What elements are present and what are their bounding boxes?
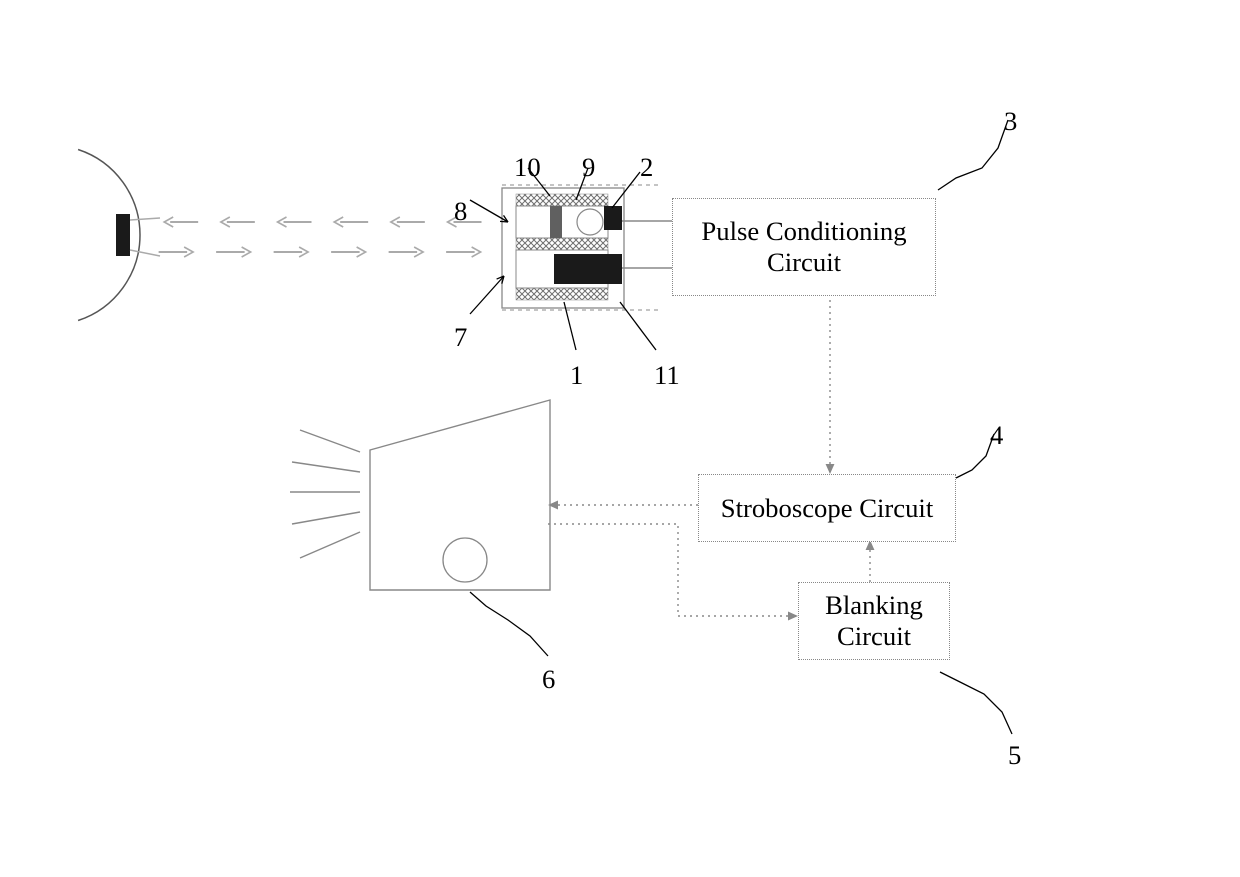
pulse-conditioning-box: Pulse Conditioning Circuit xyxy=(672,198,936,296)
ref-label-2: 2 xyxy=(640,152,653,183)
ref-label-4: 4 xyxy=(990,420,1003,451)
leader-4 xyxy=(956,434,994,478)
leader-11 xyxy=(620,302,656,350)
projector-icon xyxy=(290,400,550,590)
blanking-box: Blanking Circuit xyxy=(798,582,950,660)
ref-label-11: 11 xyxy=(654,360,680,391)
ref-label-6: 6 xyxy=(542,664,555,695)
optical-module xyxy=(502,185,660,310)
leader-6 xyxy=(470,592,548,656)
ref-label-3: 3 xyxy=(1004,106,1017,137)
target-region xyxy=(78,150,140,321)
leader-2 xyxy=(612,172,640,208)
ref-label-8: 8 xyxy=(454,196,467,227)
stroboscope-box: Stroboscope Circuit xyxy=(698,474,956,542)
pulse-conditioning-label: Pulse Conditioning Circuit xyxy=(701,216,906,278)
leader-7 xyxy=(470,276,504,314)
ref-label-7: 7 xyxy=(454,322,467,353)
leader-5 xyxy=(940,672,1012,734)
leader-1 xyxy=(564,302,576,350)
diagram-svg xyxy=(0,0,1240,877)
ref-label-1: 1 xyxy=(570,360,583,391)
stroboscope-label: Stroboscope Circuit xyxy=(721,493,933,524)
leader-3 xyxy=(938,120,1008,190)
beam-returning xyxy=(159,247,481,257)
ref-label-9: 9 xyxy=(582,152,595,183)
ref-label-5: 5 xyxy=(1008,740,1021,771)
ref-label-10: 10 xyxy=(514,152,541,183)
blanking-label: Blanking Circuit xyxy=(825,590,923,652)
